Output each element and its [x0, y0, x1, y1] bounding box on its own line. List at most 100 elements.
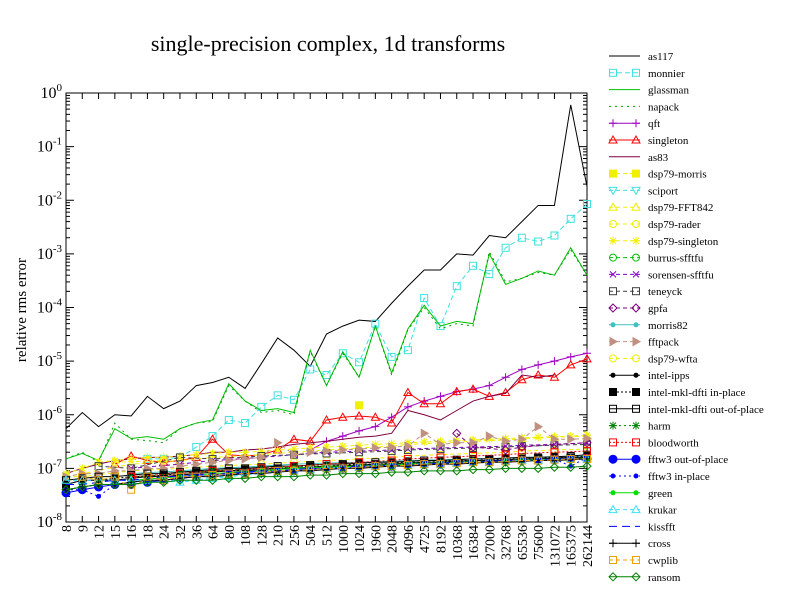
x-tick-label: 512 — [321, 525, 336, 546]
data-point — [274, 437, 283, 448]
legend-label: napack — [648, 101, 680, 113]
data-point — [632, 236, 640, 245]
data-point — [500, 387, 511, 396]
data-point — [608, 454, 618, 464]
data-point — [355, 441, 364, 450]
series-monnier — [143, 200, 591, 463]
data-point — [355, 463, 364, 472]
data-point — [608, 134, 618, 144]
data-point — [420, 438, 429, 447]
y-tick-label: 10-6 — [37, 404, 63, 424]
series-fftpack — [62, 421, 593, 482]
series-line — [82, 458, 587, 491]
data-point — [632, 421, 640, 430]
data-point — [534, 421, 544, 432]
data-point — [143, 453, 152, 462]
data-point — [322, 371, 331, 380]
data-point — [256, 471, 267, 482]
data-point — [436, 460, 445, 469]
series-line — [65, 434, 588, 475]
data-point — [224, 448, 233, 457]
data-point — [143, 472, 152, 481]
data-point — [158, 477, 169, 488]
data-point — [94, 476, 103, 485]
data-point — [549, 462, 560, 472]
data-point — [61, 485, 71, 495]
data-point — [403, 438, 412, 447]
data-point — [610, 490, 616, 496]
x-tick-label: 504 — [304, 525, 319, 546]
data-point — [338, 349, 347, 358]
data-point — [355, 426, 364, 435]
data-point — [566, 214, 575, 223]
data-point — [338, 464, 347, 473]
data-point — [501, 243, 510, 252]
series-line — [147, 203, 588, 460]
data-point — [386, 467, 397, 477]
y-tick-label: 10-3 — [37, 243, 63, 263]
data-point — [631, 572, 641, 582]
data-point — [501, 373, 510, 382]
legend-label: ransom — [648, 572, 681, 584]
legend-label: intel-mkl-dfti in-place — [648, 387, 746, 399]
data-point — [387, 462, 396, 471]
legend-label: fftw3 in-place — [648, 471, 710, 483]
data-point — [435, 398, 446, 408]
data-point — [306, 443, 315, 452]
data-point — [241, 419, 250, 428]
data-point — [533, 370, 544, 379]
data-point — [322, 443, 331, 452]
data-point — [609, 169, 617, 178]
data-point — [127, 485, 136, 494]
data-point — [567, 434, 576, 445]
data-point — [207, 475, 218, 485]
legend-label: intel-mkl-dfti out-of-place — [648, 404, 764, 416]
data-point — [126, 479, 136, 490]
x-tick-label: 1960 — [369, 525, 384, 553]
x-tick-label: 16384 — [467, 525, 482, 560]
data-point — [484, 464, 495, 475]
x-tick-label: 256 — [288, 525, 303, 546]
data-point — [370, 412, 381, 421]
legend-entry: fftpack — [609, 337, 679, 349]
data-point — [468, 464, 478, 475]
data-point — [632, 220, 640, 228]
x-tick-label: 128 — [255, 525, 270, 546]
legend-entry: dsp79-singleton — [609, 236, 719, 248]
x-tick-label: 10368 — [451, 525, 466, 560]
series-ransom — [61, 461, 592, 495]
data-point — [371, 443, 381, 453]
legend-entry: fftw3 out-of-place — [608, 454, 728, 466]
data-point — [289, 434, 299, 443]
legend-entry: qft — [609, 118, 660, 130]
series-line — [65, 246, 588, 462]
y-tick-label: 100 — [41, 82, 63, 102]
legend-entry: krukar — [608, 504, 677, 517]
data-point — [127, 454, 136, 463]
legend-entry: ransom — [608, 572, 681, 584]
data-point — [609, 271, 617, 278]
x-tick-label: 2048 — [386, 525, 401, 553]
data-point — [549, 372, 560, 381]
data-point — [306, 447, 316, 458]
data-point — [175, 475, 185, 485]
legend-entry: monnier — [609, 68, 685, 80]
data-point — [208, 471, 217, 480]
data-point — [485, 435, 494, 444]
legend-entry: singleton — [608, 134, 689, 147]
x-tick-label: 1000 — [337, 525, 352, 553]
data-point — [518, 434, 527, 445]
data-point — [633, 490, 639, 496]
data-point — [609, 68, 617, 77]
data-point — [142, 477, 153, 488]
data-point — [583, 430, 591, 439]
series-line — [309, 352, 588, 451]
data-point — [436, 439, 446, 450]
data-point — [435, 466, 446, 476]
data-point — [631, 303, 641, 313]
data-point — [609, 287, 617, 296]
data-point — [209, 457, 218, 468]
data-point — [583, 349, 591, 358]
data-point — [257, 447, 266, 456]
